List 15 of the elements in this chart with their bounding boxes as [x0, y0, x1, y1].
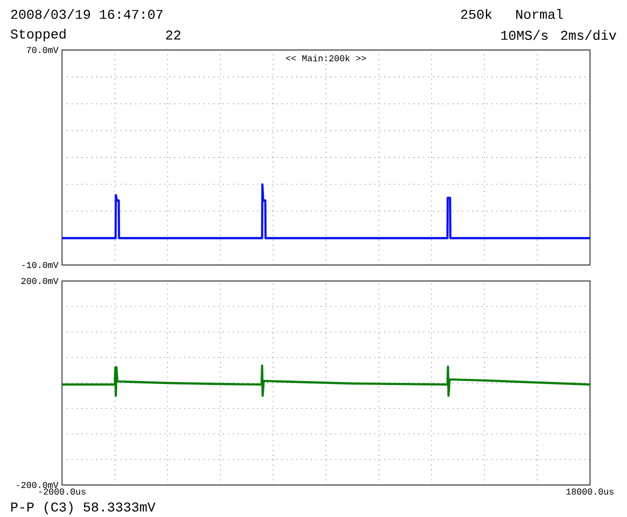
y-tick-label: 70.0mV: [26, 46, 58, 54]
y-tick-label: 200.0mV: [21, 278, 58, 284]
y-tick-label: -200.0mV: [16, 482, 58, 488]
text: 2ms/div: [561, 30, 616, 40]
text: 22: [166, 30, 180, 40]
text: Normal: [516, 9, 563, 19]
text: Stopped: [10, 28, 66, 42]
x-tick-label: -2000.0us: [39, 488, 86, 495]
x-tick-label: 18000.0us: [566, 488, 614, 495]
text: P-P (C3) 58.3333mV: [11, 502, 156, 514]
text: 10MS/s: [501, 30, 548, 40]
text: 2008/03/19 16:47:07: [11, 9, 162, 19]
annotation: << Main:200k >>: [286, 54, 366, 62]
y-tick-label: -10.0mV: [22, 262, 58, 268]
text: 250k: [461, 9, 492, 19]
